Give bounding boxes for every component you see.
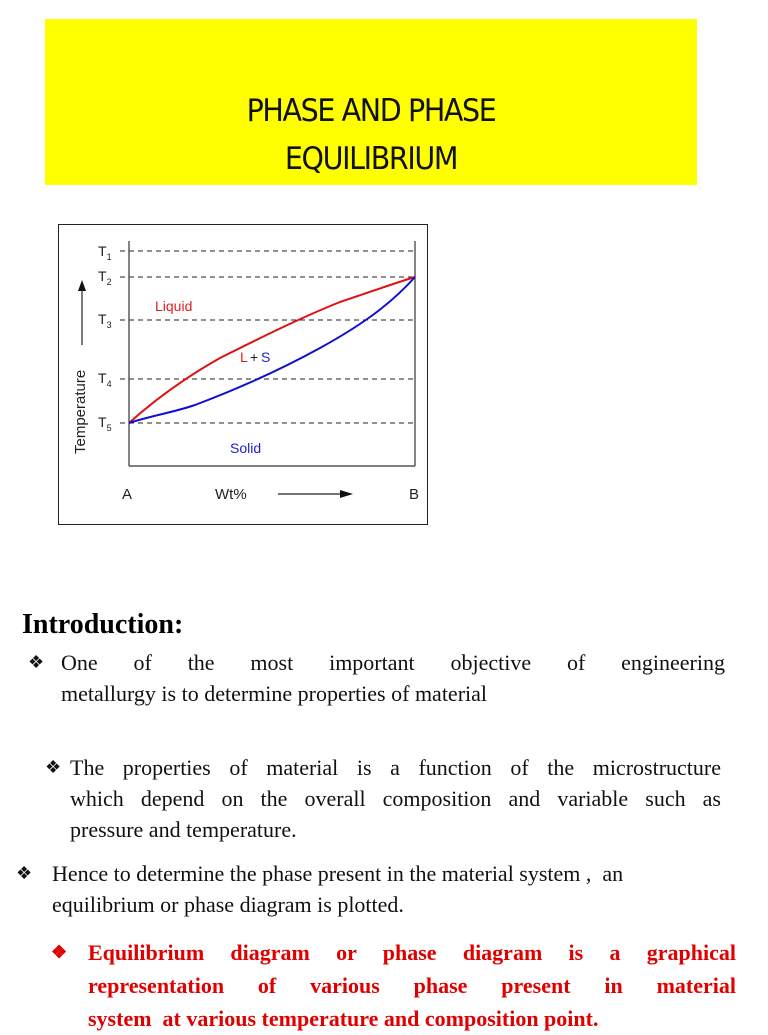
- label-plus: +: [250, 349, 258, 365]
- bullet-2-line-1: The properties of material is a function…: [70, 755, 721, 780]
- bullet-4-highlight: ❖ Equilibrium diagram or phase diagram i…: [51, 936, 736, 1035]
- bullet-3-line-1: Hence to determine the phase present in …: [52, 861, 624, 886]
- y-axis-label: Temperature: [72, 370, 89, 454]
- bullet-2: ❖ The properties of material is a functi…: [45, 752, 721, 845]
- arrow-right-icon: [340, 490, 353, 498]
- temperature-gridlines: [120, 250, 415, 424]
- bullet-4-line-1: Equilibrium diagram or phase diagram is …: [88, 940, 736, 965]
- bullet-4-line-2: representation of various phase present …: [88, 973, 736, 998]
- title-line-2: EQUILIBRIUM: [284, 141, 459, 177]
- phase-diagram-frame: [58, 224, 428, 525]
- tick-T5: T5: [98, 414, 112, 433]
- bullet-2-line-2: which depend on the overall composition …: [70, 786, 721, 811]
- bullet-2-line-3: pressure and temperature.: [70, 817, 297, 842]
- label-liquid: Liquid: [155, 298, 192, 314]
- bullet-1: ❖ One of the most important objective of…: [28, 647, 725, 709]
- bullet-3-line-2: equilibrium or phase diagram is plotted.: [52, 892, 404, 917]
- tick-T4: T4: [98, 370, 112, 389]
- tick-T2: T2: [98, 268, 112, 287]
- arrow-up-icon: [78, 280, 86, 291]
- title-line-1: PHASE AND PHASE: [246, 93, 497, 129]
- label-solid: Solid: [230, 440, 261, 456]
- tick-T1: T1: [98, 243, 112, 262]
- x-start-label: A: [122, 486, 132, 503]
- page-title: PHASE AND PHASE EQUILIBRIUM: [71, 87, 671, 183]
- solidus-curve: [128, 276, 416, 424]
- diamond-bullet-icon: ❖: [45, 757, 62, 777]
- liquidus-curve: [128, 276, 416, 424]
- label-S: S: [261, 349, 270, 365]
- introduction-heading: Introduction:: [22, 609, 184, 640]
- label-L: L: [240, 349, 248, 365]
- diamond-bullet-icon: ❖: [51, 942, 68, 962]
- x-axis-label: Wt%: [215, 486, 247, 503]
- x-end-label: B: [409, 486, 419, 503]
- phase-diagram: T1 T2 T3 T4 T5 Liquid L + S Solid Temper…: [72, 241, 419, 503]
- bullet-1-line-2: metallurgy is to determine properties of…: [61, 681, 488, 706]
- diamond-bullet-icon: ❖: [16, 863, 33, 883]
- tick-T3: T3: [98, 311, 112, 330]
- y-tick-labels: T1 T2 T3 T4 T5: [98, 243, 112, 433]
- bullet-1-line-1: One of the most important objective of e…: [61, 650, 725, 675]
- diamond-bullet-icon: ❖: [28, 652, 45, 672]
- bullet-4-line-3: system at various temperature and compos…: [88, 1006, 599, 1031]
- bullet-3: ❖ Hence to determine the phase present i…: [16, 858, 730, 920]
- title-banner: PHASE AND PHASE EQUILIBRIUM: [45, 19, 697, 185]
